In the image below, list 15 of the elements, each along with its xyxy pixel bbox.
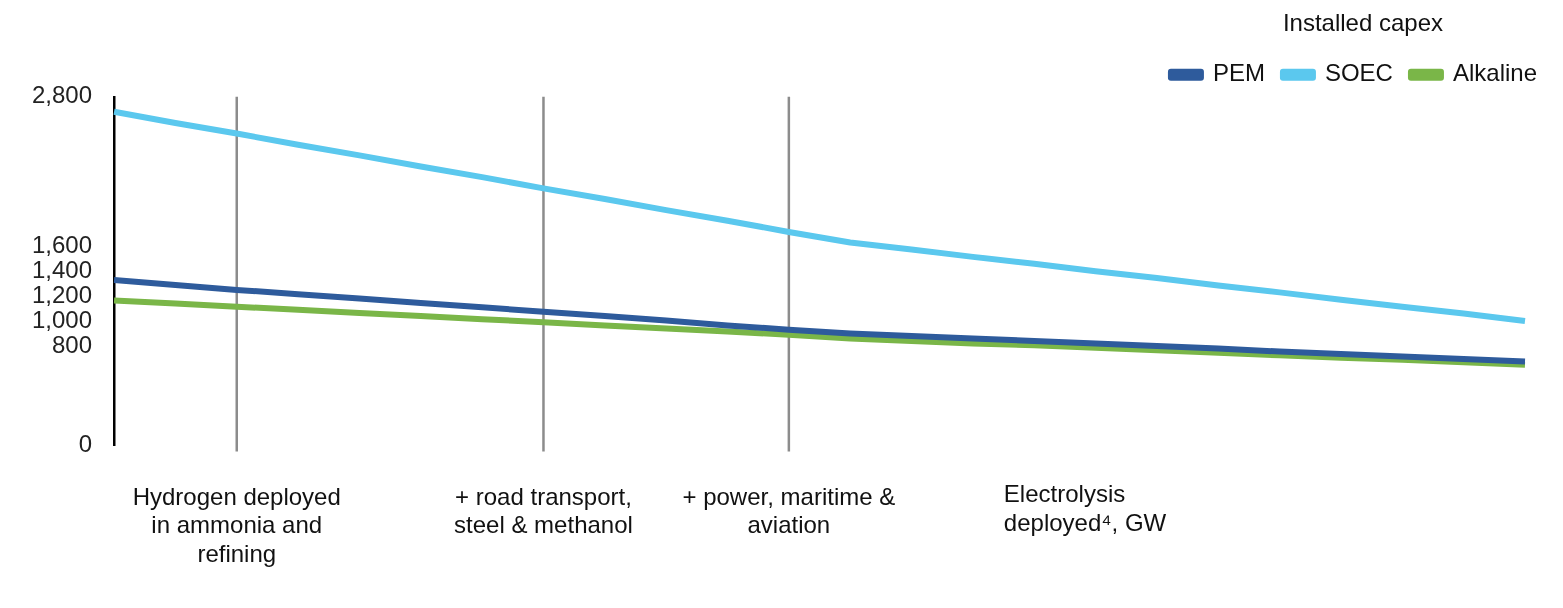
legend-label: SOEC [1324, 59, 1393, 87]
legend-title: Installed capex [1282, 8, 1444, 36]
y-tick-label: 0 [78, 430, 93, 458]
y-tick-label: 1,600 [32, 230, 93, 258]
x-axis-title: Electrolysis deployed⁴, GW [1003, 480, 1167, 537]
legend-label: Alkaline [1452, 59, 1537, 87]
x-tick-label: Hydrogen deployed in ammonia and refining [132, 482, 341, 568]
x-tick-label: + road transport, steel & methanol [454, 482, 633, 539]
y-tick-label: 1,200 [32, 280, 93, 308]
y-tick-label: 2,800 [32, 81, 93, 109]
x-tick-label: + power, maritime & aviation [682, 482, 896, 539]
legend-label: PEM [1212, 59, 1265, 87]
y-tick-label: 800 [52, 330, 93, 358]
y-tick-label: 1,000 [32, 305, 93, 333]
y-tick-label: 1,400 [32, 255, 93, 283]
